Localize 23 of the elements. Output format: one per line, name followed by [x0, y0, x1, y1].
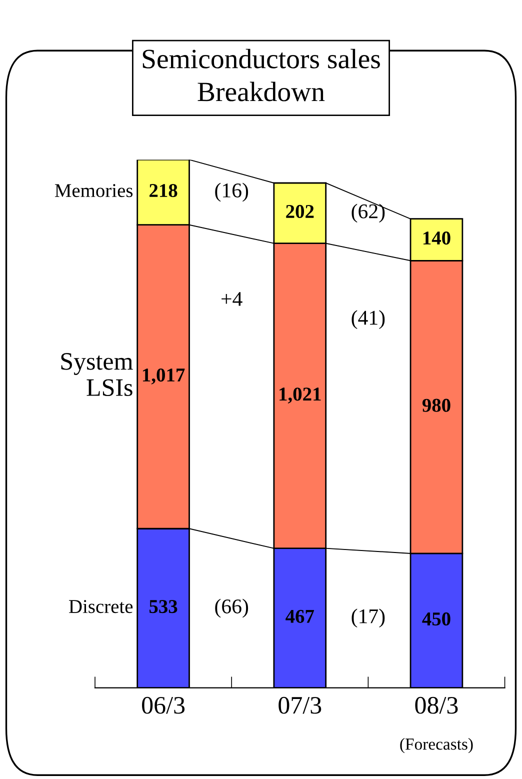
data-label: 1,021: [280, 388, 321, 404]
x-tick-label: 07/3: [278, 696, 322, 714]
x-tick-label: 06/3: [142, 696, 185, 714]
data-label: 140: [423, 232, 450, 245]
series-label: Discrete: [69, 600, 133, 614]
series-label: System LSIs: [61, 353, 133, 396]
text: (Forecasts): [400, 738, 473, 754]
annotation: (17): [352, 608, 385, 628]
annotation: (16): [215, 182, 248, 202]
data-label: 450: [422, 612, 450, 626]
data-label: 467: [286, 610, 314, 623]
series-label: Memories: [54, 184, 133, 198]
x-tick-label: 08/3: [415, 696, 458, 714]
data-label: 533: [149, 600, 178, 614]
chart-title: Semiconductors sales Breakdown: [142, 48, 380, 102]
annotation: (66): [215, 598, 248, 618]
annotation: +4: [222, 292, 242, 306]
annotation: (62): [352, 204, 385, 223]
data-label: 1,017: [142, 368, 185, 384]
data-label: 202: [286, 204, 314, 218]
data-label: 218: [150, 184, 178, 198]
annotation: (41): [352, 310, 385, 330]
data-label: 980: [422, 398, 450, 412]
